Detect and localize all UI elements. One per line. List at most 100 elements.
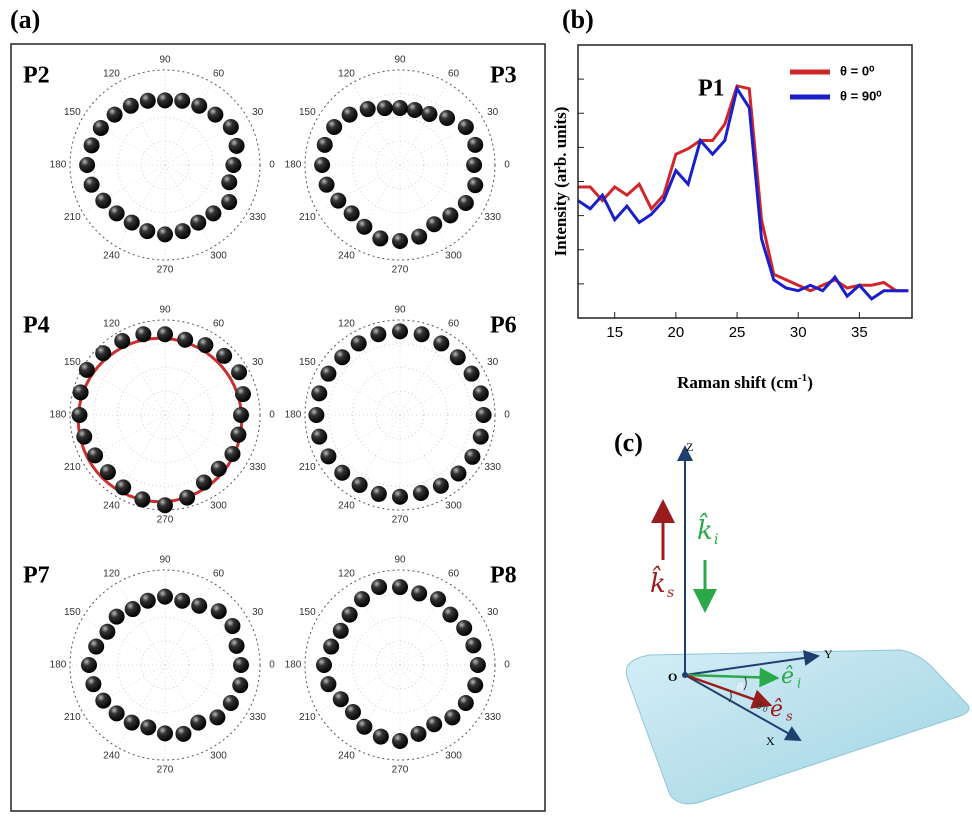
data-point xyxy=(320,365,337,382)
angle-tick-label: 270 xyxy=(157,515,174,526)
angle-tick-label: 60 xyxy=(448,69,460,80)
plot-title: P3 xyxy=(490,63,517,89)
data-point xyxy=(139,223,156,240)
data-point xyxy=(332,691,349,708)
data-point xyxy=(81,657,97,673)
angle-tick-label: 90 xyxy=(159,305,171,316)
data-point xyxy=(195,474,212,491)
data-point xyxy=(457,119,474,135)
data-line xyxy=(577,84,909,301)
data-point xyxy=(354,591,370,608)
angle-tick-label: 180 xyxy=(50,660,67,671)
data-point xyxy=(466,157,483,173)
angle-tick-label: 210 xyxy=(299,212,316,223)
data-point xyxy=(108,205,125,222)
angle-tick-label: 210 xyxy=(64,212,81,223)
data-line xyxy=(578,84,909,293)
data-point xyxy=(222,695,239,711)
data-point xyxy=(231,364,248,381)
panel-label: (c) xyxy=(614,428,643,457)
data-point xyxy=(71,407,88,423)
x-tick-label: 30 xyxy=(790,324,807,341)
angle-tick-label: 0 xyxy=(504,660,510,671)
angle-tick-label: 330 xyxy=(249,212,266,223)
data-point xyxy=(216,347,233,364)
data-point xyxy=(228,137,245,154)
data-point xyxy=(177,331,194,348)
data-point xyxy=(323,638,340,655)
data-point xyxy=(356,218,373,235)
angle-tick-label: 150 xyxy=(64,107,81,118)
data-point xyxy=(108,705,125,722)
angle-tick-label: 270 xyxy=(157,265,174,276)
polar-ring xyxy=(328,343,472,487)
data-point xyxy=(426,716,443,733)
angle-tick-label: 30 xyxy=(252,357,264,368)
angle-tick-label: 30 xyxy=(487,607,499,618)
data-point xyxy=(457,195,474,211)
angle-tick-label: 150 xyxy=(299,357,316,368)
angle-tick-label: 60 xyxy=(213,69,225,80)
data-point xyxy=(467,177,484,194)
plot-title: P8 xyxy=(490,563,517,589)
data-point xyxy=(122,97,139,114)
angle-tick-label: 60 xyxy=(213,569,225,580)
x-axis xyxy=(684,674,802,741)
data-point xyxy=(106,106,123,123)
data-point xyxy=(320,448,337,465)
data-point xyxy=(174,223,191,240)
x-axis-label: Raman shift (cm-1) xyxy=(677,372,813,392)
angle-tick-label: 300 xyxy=(445,501,462,512)
y-axis xyxy=(684,650,820,676)
angle-tick-label: 0 xyxy=(504,410,510,421)
data-point xyxy=(457,695,474,711)
data-point xyxy=(88,638,105,655)
data-point xyxy=(190,714,207,731)
data-point xyxy=(464,448,481,465)
data-point xyxy=(410,725,427,742)
k-s-label: k̂ xyxy=(650,565,666,599)
data-point xyxy=(224,618,241,635)
angle-tick-label: 240 xyxy=(338,251,355,262)
angle-tick-label: 90 xyxy=(159,55,171,66)
data-point xyxy=(140,719,157,736)
data-point xyxy=(79,157,96,173)
polar-ring xyxy=(117,367,213,463)
angle-tick-label: 90 xyxy=(394,305,406,316)
data-point xyxy=(412,484,429,501)
angle-tick-label: 330 xyxy=(249,712,266,723)
panel-label: (b) xyxy=(562,5,594,34)
data-point xyxy=(95,692,112,709)
angle-tick-label: 210 xyxy=(64,462,81,473)
polar-spoke xyxy=(352,82,401,166)
data-point xyxy=(139,592,156,609)
theta-label: θ xyxy=(737,680,743,694)
data-point xyxy=(341,606,358,623)
angle-tick-label: 150 xyxy=(64,607,81,618)
angle-arc xyxy=(728,690,732,703)
e-s-arrow xyxy=(684,673,773,709)
data-point xyxy=(370,485,387,502)
data-point xyxy=(99,623,116,640)
polar-outline xyxy=(69,569,261,761)
angle-tick-label: 0 xyxy=(504,160,510,171)
angle-tick-label: 180 xyxy=(50,410,67,421)
angle-tick-label: 60 xyxy=(448,569,460,580)
e-i-arrow xyxy=(684,667,780,688)
e-i-label: ê xyxy=(781,664,794,689)
data-point xyxy=(351,476,368,493)
data-point xyxy=(467,677,484,694)
data-point xyxy=(95,192,112,209)
data-point xyxy=(376,100,393,117)
theta0-label: θ xyxy=(756,698,762,712)
polar-outline xyxy=(304,69,496,261)
angle-tick-label: 300 xyxy=(445,251,462,262)
data-point xyxy=(372,728,389,745)
angle-tick-label: 30 xyxy=(252,607,264,618)
x-tick-label: 25 xyxy=(729,324,746,341)
polar-outline xyxy=(304,569,496,761)
data-point xyxy=(469,657,486,673)
data-point xyxy=(157,326,173,343)
data-point xyxy=(356,718,373,735)
data-point xyxy=(190,214,207,231)
